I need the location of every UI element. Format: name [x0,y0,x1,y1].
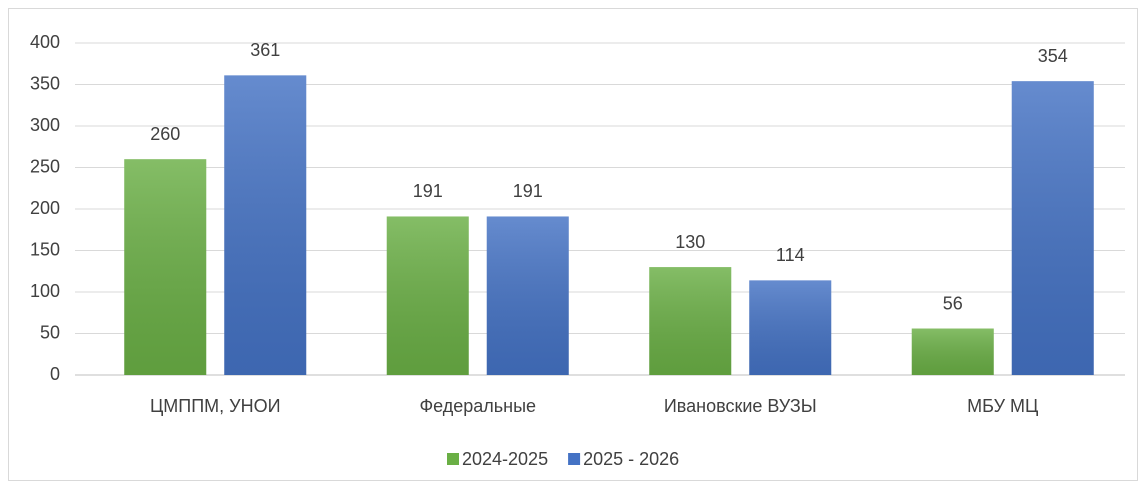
x-tick-label: МБУ МЦ [967,396,1038,416]
y-tick-label: 250 [30,156,60,176]
data-label: 114 [776,245,805,265]
x-tick-label: Ивановские ВУЗЫ [664,396,817,416]
y-tick-label: 50 [40,322,60,342]
legend-label: 2025 - 2026 [583,449,679,469]
y-tick-label: 200 [30,198,60,218]
y-tick-label: 0 [50,364,60,384]
bar-shade [1011,81,1094,376]
bar-shade [486,216,569,375]
y-tick-label: 300 [30,115,60,135]
data-label: 191 [413,181,443,201]
y-tick-label: 350 [30,73,60,93]
data-label: 260 [150,124,180,144]
y-tick-label: 400 [30,32,60,52]
data-label: 361 [250,40,280,60]
bar-shade [749,280,832,375]
y-tick-label: 100 [30,281,60,301]
legend-label: 2024-2025 [462,449,548,469]
data-label: 191 [513,181,543,201]
x-tick-label: Федеральные [419,396,536,416]
bar-shade [224,75,307,376]
data-label: 354 [1038,46,1068,66]
x-tick-label: ЦМППМ, УНОИ [150,396,281,416]
bar-shade [124,159,207,375]
data-label: 130 [675,232,705,252]
y-tick-label: 150 [30,239,60,259]
legend-swatch [447,453,459,465]
bar-shade [649,267,732,375]
bar-shade [911,328,994,375]
bar-shade [386,216,469,375]
data-label: 56 [943,293,963,313]
legend-swatch [568,453,581,465]
